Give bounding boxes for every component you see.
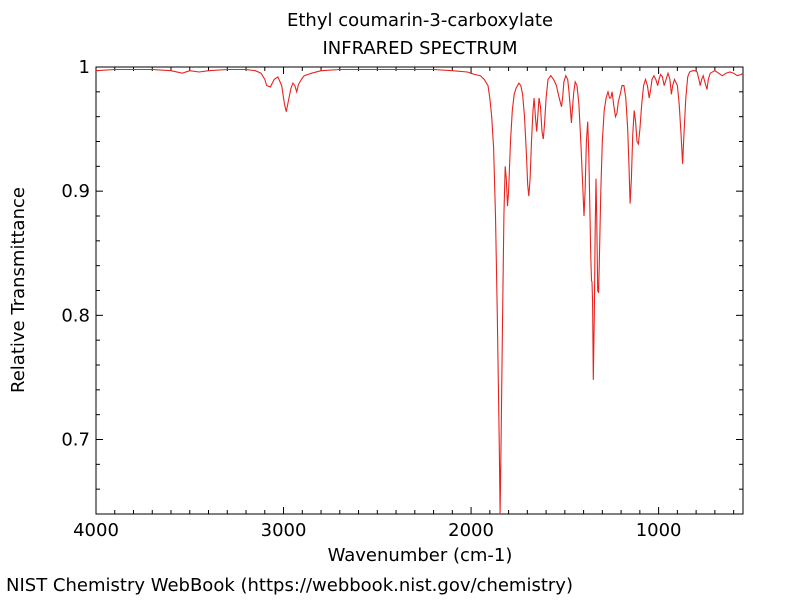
y-axis-label: Relative Transmittance (8, 187, 29, 393)
axis-tick-labels: 4000 3000 2000 1000 0.7 0.8 0.9 1 (61, 57, 681, 541)
chart-title: Ethyl coumarin-3-carboxylate (286, 10, 554, 31)
x-tick-label: 2000 (448, 520, 494, 541)
y-tick-label: 0.7 (61, 430, 90, 451)
y-tick-label: 0.9 (61, 181, 90, 202)
plot-frame (95, 66, 744, 515)
x-tick-label: 4000 (73, 520, 119, 541)
series-line (95, 68, 744, 515)
axis-ticks (95, 66, 743, 515)
chart-subtitle: INFRARED SPECTRUM (322, 38, 518, 59)
source-footer: NIST Chemistry WebBook (https://webbook.… (6, 575, 573, 596)
x-tick-label: 3000 (261, 520, 307, 541)
x-tick-label: 1000 (636, 520, 682, 541)
x-axis-label: Wavenumber (cm-1) (328, 545, 513, 566)
y-tick-label: 1 (79, 57, 90, 78)
y-tick-label: 0.8 (61, 305, 90, 326)
